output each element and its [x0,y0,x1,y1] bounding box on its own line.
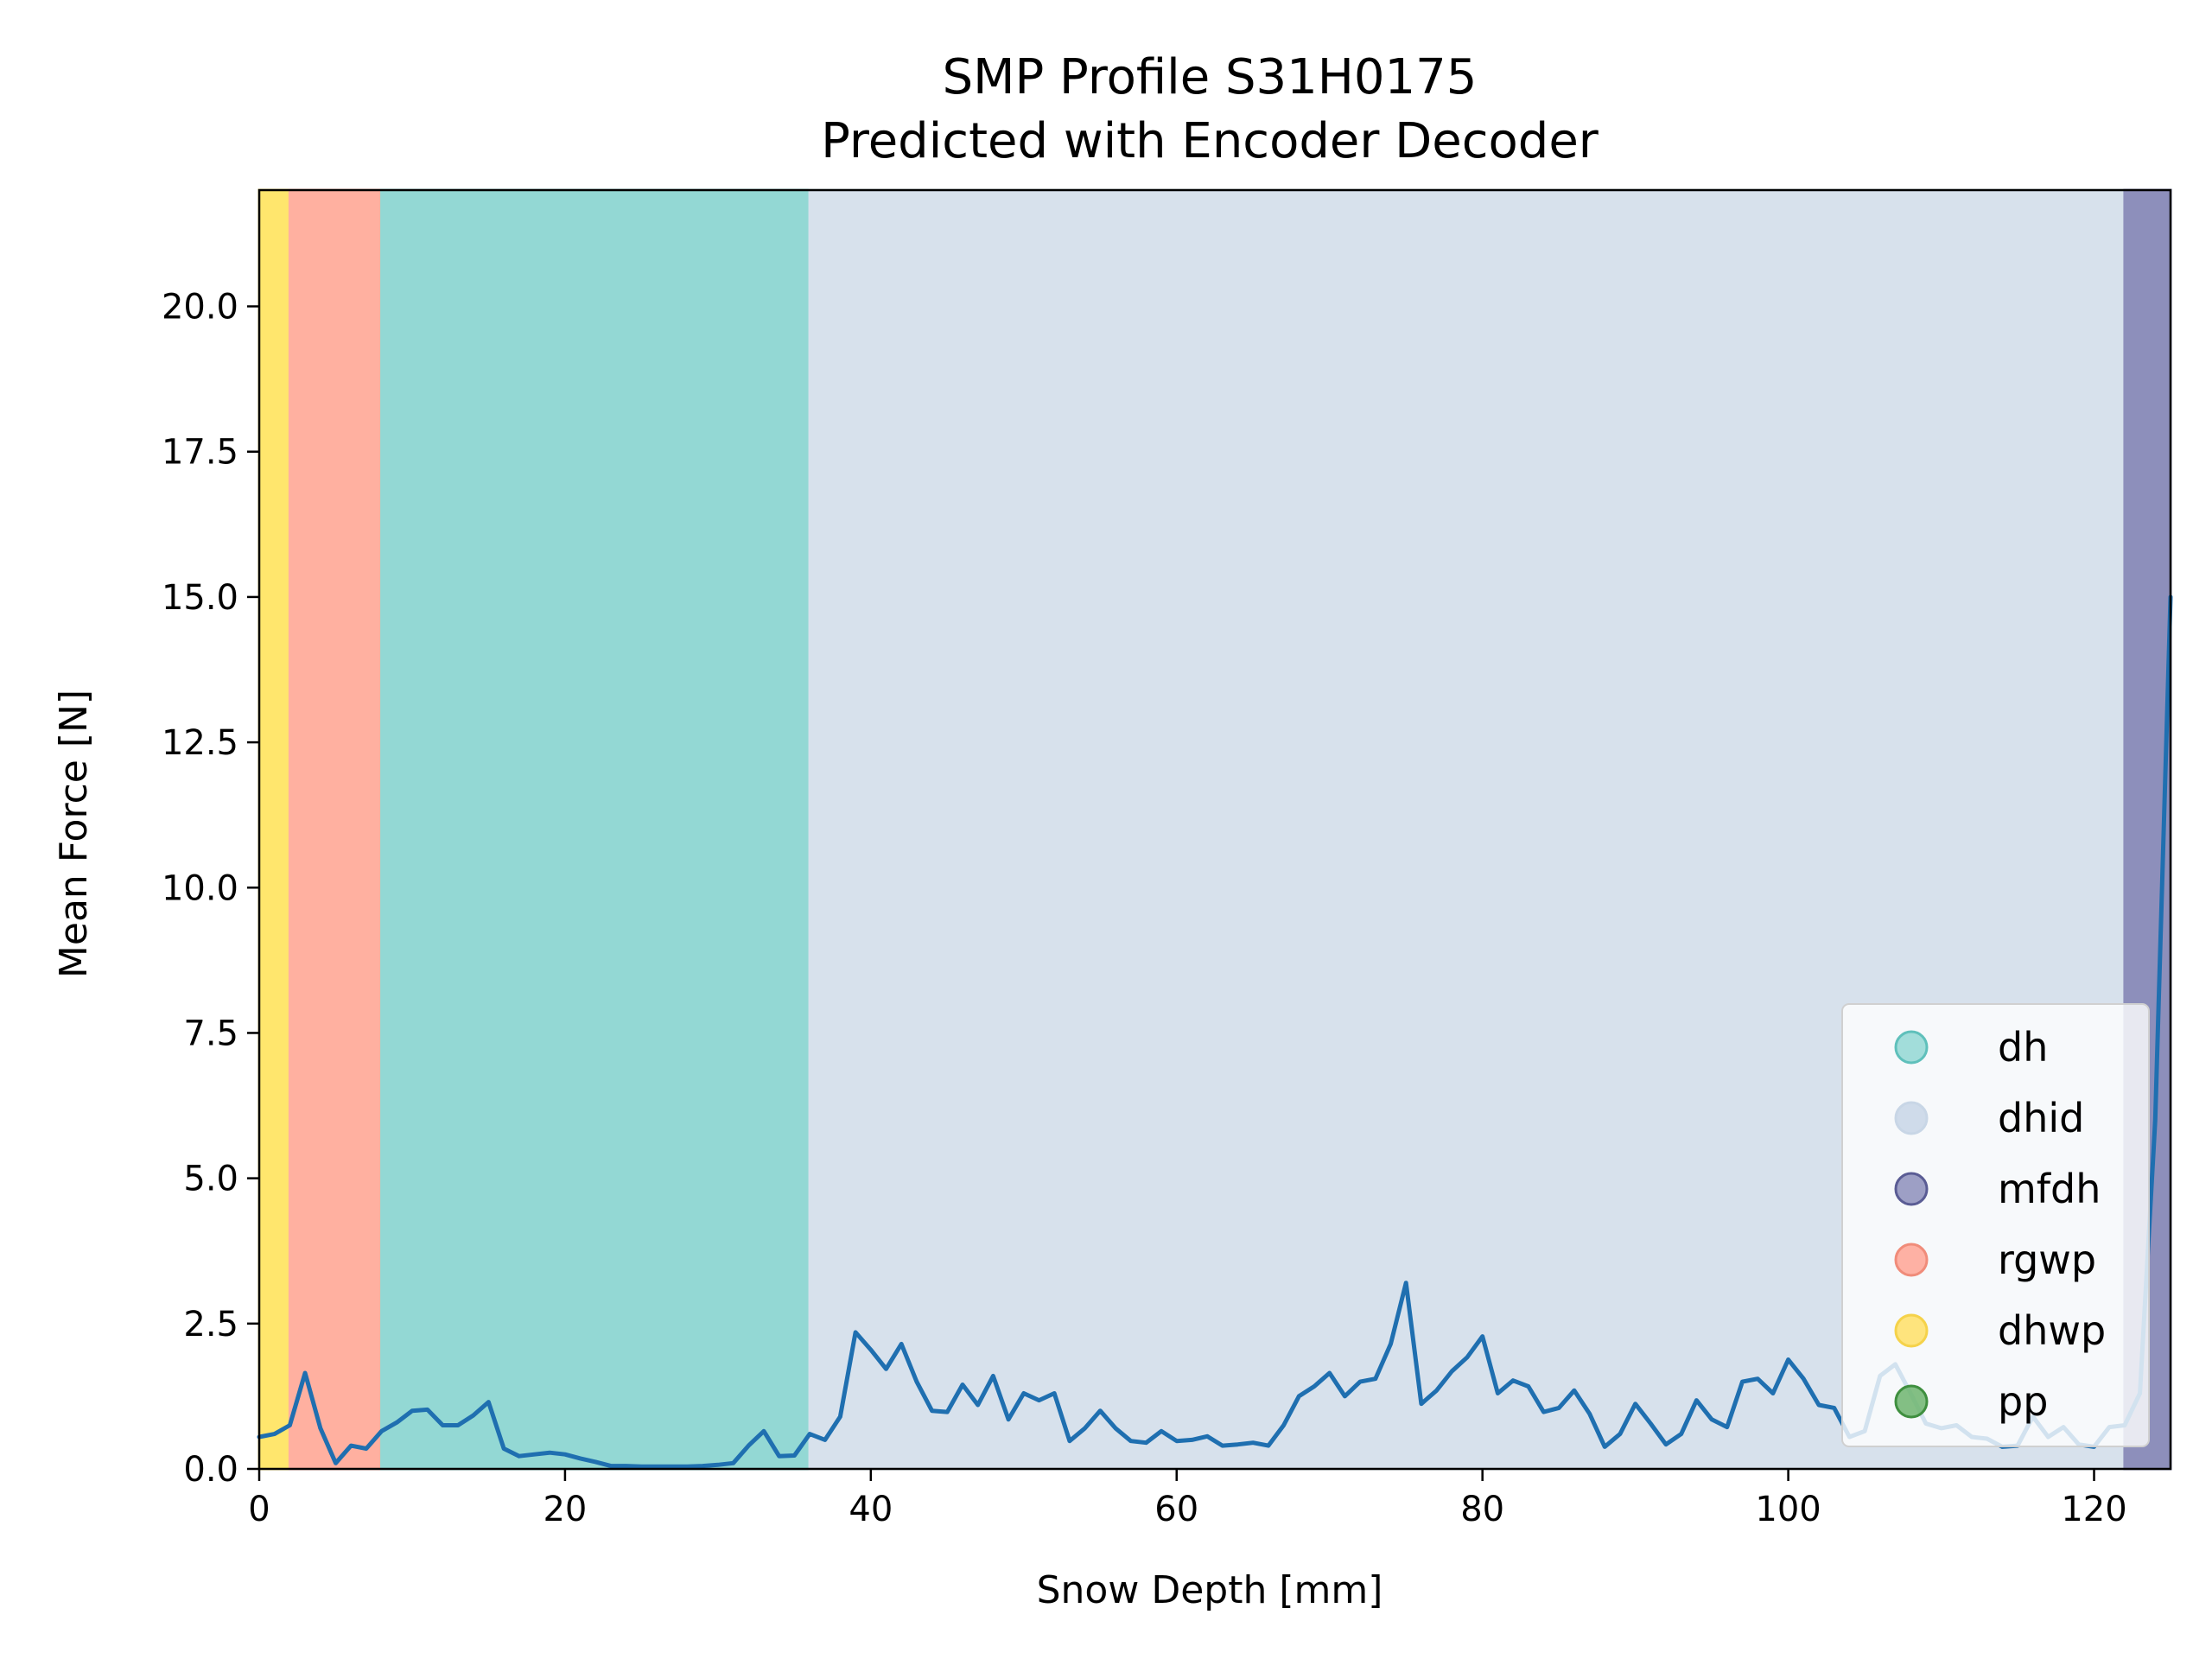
x-axis: 0 20 40 60 80 100 120 [248,1469,2127,1529]
chart-title: SMP Profile S31H0175 [943,49,1478,105]
y-tick-label: 0.0 [183,1450,238,1490]
region-dh [380,188,811,1471]
legend-marker-rgwp [1894,1243,1929,1277]
legend-marker-pp [1894,1384,1929,1419]
legend-label-pp: pp [1998,1378,2048,1425]
x-tick-label: 40 [849,1490,893,1529]
region-rgwp [288,188,384,1471]
plot-frame [257,188,2172,1471]
x-tick-label: 100 [1755,1490,1821,1529]
x-tick-label: 0 [248,1490,270,1529]
y-tick-label: 2.5 [183,1305,238,1344]
y-axis: 0.0 2.5 5.0 7.5 10.0 12.5 15.0 17.5 20.0 [162,288,259,1490]
x-tick-label: 20 [543,1490,587,1529]
y-tick-label: 10.0 [162,868,238,908]
legend-label-dhwp: dhwp [1998,1307,2106,1354]
legend-marker-dhid [1894,1101,1929,1135]
legend-marker-mfdh [1894,1172,1929,1206]
chart-subtitle: Predicted with Encoder Decoder [821,113,1599,169]
legend-marker-dh [1894,1030,1929,1065]
legend-label-dh: dh [1998,1024,2048,1071]
x-tick-label: 80 [1460,1490,1504,1529]
y-tick-label: 12.5 [162,723,238,763]
x-axis-label: Snow Depth [mm] [1037,1568,1383,1612]
legend: dh dhid mfdh rgwp dhwp pp [1841,1003,2150,1447]
y-tick-label: 7.5 [183,1014,238,1053]
y-axis-label: Mean Force [N] [52,690,96,978]
y-tick-label: 17.5 [162,433,238,473]
legend-marker-dhwp [1894,1313,1929,1348]
y-tick-label: 5.0 [183,1160,238,1199]
region-dhwp [257,188,291,1471]
legend-box [1841,1003,2150,1447]
y-tick-label: 20.0 [162,288,238,327]
x-tick-label: 120 [2061,1490,2126,1529]
x-tick-label: 60 [1154,1490,1198,1529]
layer-regions [257,188,2172,1471]
legend-label-dhid: dhid [1998,1095,2084,1141]
legend-label-rgwp: rgwp [1998,1236,2096,1283]
legend-label-mfdh: mfdh [1998,1166,2101,1212]
y-tick-label: 15.0 [162,578,238,618]
